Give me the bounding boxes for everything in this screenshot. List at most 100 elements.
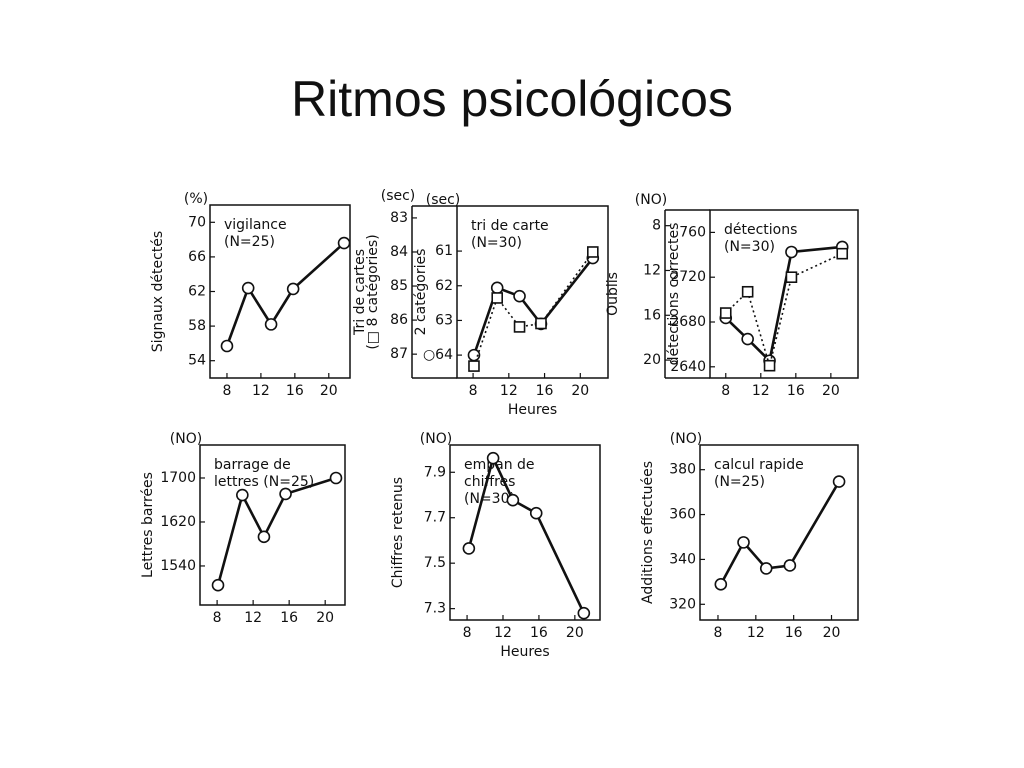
data-point: [286, 282, 300, 296]
y2-axis-label: Tri de cartes: [352, 249, 368, 336]
y-axis-label: Chiffres retenus: [390, 477, 406, 588]
plot-frame: [449, 444, 601, 621]
data-point: [785, 271, 798, 284]
series-line: [467, 454, 586, 614]
annotation: (N=30): [464, 491, 515, 507]
data-point: [783, 559, 797, 572]
x-tick-label: 8: [213, 610, 222, 626]
y-tick-label: 1540: [160, 558, 196, 574]
data-point: [490, 281, 504, 295]
data-point: [257, 530, 271, 544]
data-point: [719, 307, 732, 319]
data-point: [513, 321, 526, 333]
x-tick-label: 12: [500, 383, 518, 399]
y-tick-label: 63: [435, 312, 453, 328]
chart: 8 12 16 20 Heures 61 62 63 ○64 (sec) 2 catégories 8…: [352, 188, 609, 418]
y-axis-label: Lettres barrées: [140, 472, 156, 578]
y-tick-label: 360: [669, 507, 696, 523]
y-tick-label: 54: [188, 353, 206, 369]
data-point: [737, 536, 750, 549]
plot-frame: [456, 205, 609, 379]
y2-axis-label: Oublis: [605, 272, 621, 316]
series-line: [473, 251, 594, 367]
y-tick-label: 7.5: [424, 555, 446, 571]
x-tick-label: 12: [494, 625, 512, 641]
y-tick-label: 16: [643, 307, 661, 323]
annotation: (N=30): [724, 239, 775, 255]
slide-title: Ritmos psicológicos: [291, 71, 733, 127]
annotation: vigilance: [224, 217, 287, 233]
plot-frame: [699, 444, 859, 621]
data-point: [529, 506, 543, 520]
x-tick-label: 16: [536, 383, 554, 399]
annotation: (N=25): [714, 474, 765, 490]
series-line: [725, 252, 843, 369]
y-tick-label: 62: [188, 284, 206, 300]
chart: 8 12 16 20 54 58 62 66 70 (%) Signaux détectés vigi…: [150, 191, 351, 399]
x-tick-label: 8: [223, 383, 232, 399]
y-axis-unit: (NO): [670, 431, 702, 447]
data-point: [468, 360, 480, 372]
data-point: [741, 285, 754, 298]
x-tick-label: 12: [747, 625, 765, 641]
annotation: empan de: [464, 457, 535, 473]
data-point: [491, 292, 504, 304]
y-tick-label: 58: [188, 318, 206, 334]
x-tick-label: 12: [244, 610, 262, 626]
series-line: [216, 476, 337, 586]
y-tick-label: 760: [679, 224, 706, 240]
data-point: [241, 281, 255, 295]
y-tick-label: 66: [188, 249, 206, 265]
data-point: [714, 578, 728, 591]
data-point: [832, 475, 846, 488]
data-point: [836, 247, 849, 260]
data-point: [577, 606, 591, 620]
data-point: [741, 332, 754, 346]
y-axis-unit: (%): [184, 191, 208, 207]
annotation: (N=25): [224, 234, 275, 250]
x-tick-label: 20: [822, 383, 840, 399]
annotation: barrage de: [214, 457, 291, 473]
data-point: [220, 339, 234, 353]
annotation: tri de carte: [471, 218, 549, 234]
x-tick-label: 20: [320, 383, 338, 399]
y-tick-label: 70: [188, 214, 206, 230]
x-tick-label: 16: [785, 625, 803, 641]
y-tick-label: 61: [435, 243, 453, 259]
x-tick-label: 16: [286, 383, 304, 399]
y-tick-label: 2680: [670, 314, 706, 330]
data-point: [236, 488, 249, 502]
y-tick-label: 86: [390, 312, 408, 328]
y-tick-label: 1700: [160, 470, 196, 486]
y2-axis-label: (□ 8 catégories): [365, 234, 381, 349]
y-tick-label: 7.3: [424, 601, 446, 617]
y-axis-label: Signaux détectés: [150, 231, 166, 352]
plot-frame: [199, 444, 346, 606]
chart: 8 12 16 20 Heures 7.3 7.5 7.7 7.9 (NO) Chiffres re…: [390, 431, 601, 660]
y-axis-unit: (sec): [426, 192, 461, 208]
series-line: [724, 245, 843, 364]
y-tick-label: 84: [390, 244, 408, 260]
y-axis-label: détections correctes: [666, 223, 682, 366]
y-tick-label: 2720: [670, 269, 706, 285]
x-tick-label: 8: [469, 383, 478, 399]
y-tick-label: 2640: [670, 359, 706, 375]
y2-axis-unit: (sec): [381, 188, 416, 204]
data-point: [759, 562, 773, 575]
x-tick-label: 12: [752, 383, 770, 399]
series-line: [225, 242, 345, 347]
x-tick-label: 16: [787, 383, 805, 399]
x-tick-label: 20: [316, 610, 334, 626]
y-axis-label: 2 catégories: [413, 249, 429, 336]
y-tick-label: 7.9: [424, 464, 446, 480]
y-tick-label: 7.7: [424, 510, 446, 526]
y-tick-label: 380: [669, 462, 696, 478]
series-line: [472, 257, 594, 356]
data-point: [462, 542, 476, 555]
annotation: détections: [724, 222, 797, 238]
annotation: lettres (N=25): [214, 474, 314, 490]
data-point: [535, 317, 547, 330]
x-axis-label: Heures: [508, 402, 557, 418]
